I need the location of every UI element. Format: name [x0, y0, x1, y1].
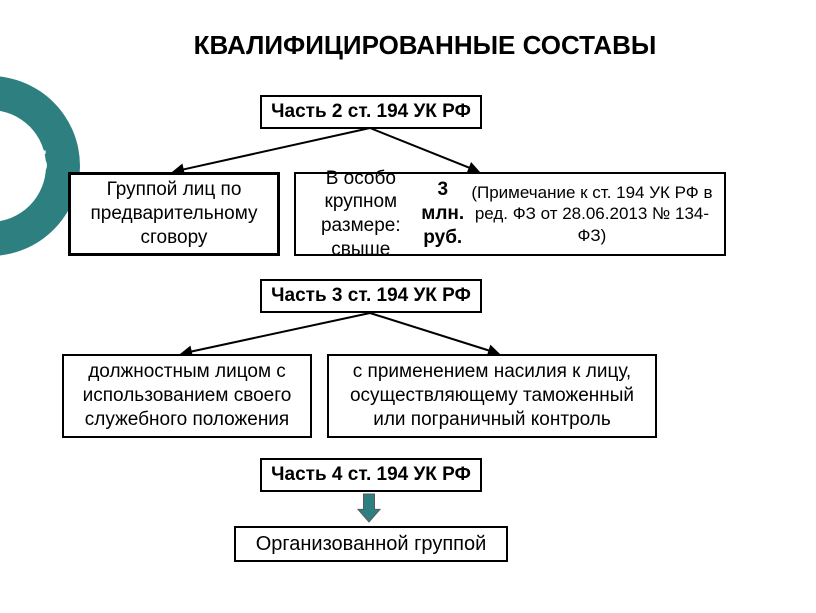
box-part2: Часть 2 ст. 194 УК РФ — [260, 95, 482, 129]
box-part4: Часть 4 ст. 194 УК РФ — [260, 458, 482, 492]
box-part3: Часть 3 ст. 194 УК РФ — [260, 279, 482, 313]
page-title: КВАЛИФИЦИРОВАННЫЕ СОСТАВЫ — [100, 30, 750, 61]
box-org: Организованной группой — [234, 526, 508, 562]
box-violence: с применением насилия к лицу, осуществля… — [327, 354, 657, 438]
slide-number: 35 — [6, 144, 54, 181]
box-large: В особо крупном размере:свыше 3 млн. руб… — [294, 172, 726, 256]
box-official: должностным лицом с использованием своег… — [62, 354, 312, 438]
box-group: Группой лиц по предварительному сговору — [68, 172, 280, 256]
slide-root: 35 КВАЛИФИЦИРОВАННЫЕ СОСТАВЫ Часть 2 ст.… — [0, 0, 816, 613]
